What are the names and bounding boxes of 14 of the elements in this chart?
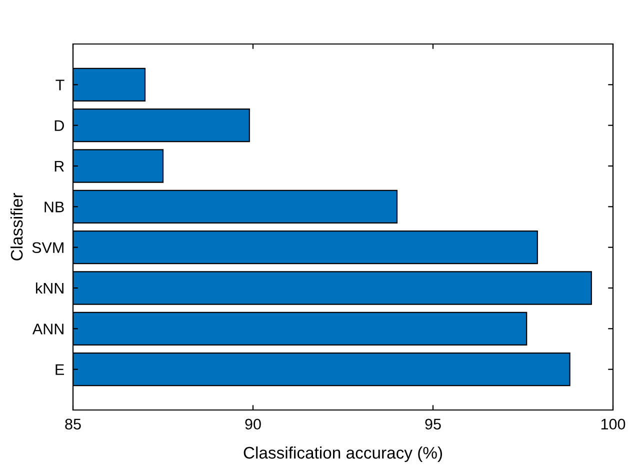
- x-tick-label: 90: [245, 418, 261, 430]
- y-tick-label: D: [54, 120, 64, 131]
- y-tick-label: kNN: [36, 282, 64, 294]
- y-tick-label: R: [54, 161, 64, 172]
- x-tick-label: 95: [425, 418, 441, 430]
- x-tick-label: 85: [65, 418, 81, 430]
- y-tick-label: ANN: [32, 324, 64, 334]
- y-tick-label: SVM: [32, 242, 64, 254]
- x-tick-label: 100: [601, 418, 626, 430]
- y-tick-label: E: [56, 364, 64, 375]
- y-tick-label: NB: [44, 202, 64, 212]
- x-axis-title: Classification accuracy (%): [244, 446, 442, 462]
- y-tick-label: T: [56, 80, 64, 90]
- y-axis-title: Classifier: [10, 193, 23, 260]
